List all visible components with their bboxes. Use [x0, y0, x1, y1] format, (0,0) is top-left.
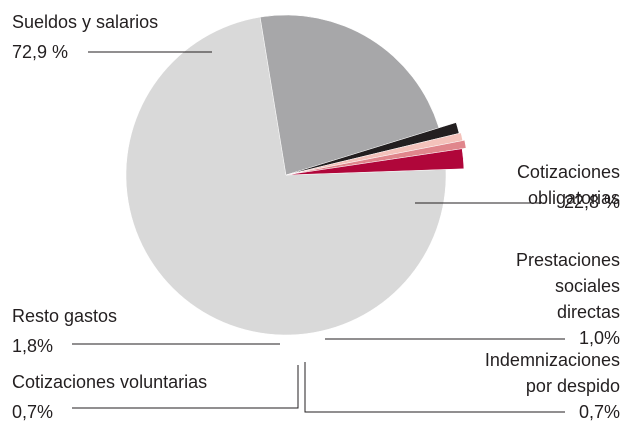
label-line: por despido — [526, 376, 620, 396]
label-line: Sueldos y salarios — [12, 12, 158, 32]
label-line: Cotizaciones — [517, 162, 620, 182]
pie-slice — [125, 16, 447, 336]
value-label: 1,0% — [579, 328, 620, 348]
slice-label: Cotizaciones voluntarias — [12, 372, 207, 392]
label-line: Cotizaciones voluntarias — [12, 372, 207, 392]
label-line: Resto gastos — [12, 306, 117, 326]
pie-slice — [259, 14, 440, 176]
pie-slice — [285, 139, 467, 176]
label-line: Prestaciones — [516, 250, 620, 270]
slice-label: Cotizaciones obligatorias — [517, 162, 620, 208]
value-label: 0,7% — [12, 402, 53, 422]
leader-line — [72, 365, 299, 409]
label-line: Indemnizaciones — [485, 350, 620, 370]
slice-label: Resto gastos — [12, 306, 117, 326]
slice-label: Indemnizaciones por despido — [485, 350, 620, 396]
label-line: obligatorias — [528, 188, 620, 208]
slice-label: Sueldos y salarios — [12, 12, 158, 32]
slice-label: Prestaciones sociales directas — [516, 250, 620, 322]
value-label: 1,8% — [12, 336, 53, 356]
pie-slice — [285, 148, 465, 176]
value-label: 72,9 % — [12, 42, 68, 62]
value-label: 22,8 % — [564, 192, 620, 212]
value-label: 0,7% — [579, 402, 620, 422]
label-line: directas — [557, 302, 620, 322]
label-line: sociales — [555, 276, 620, 296]
leader-line — [304, 362, 565, 413]
